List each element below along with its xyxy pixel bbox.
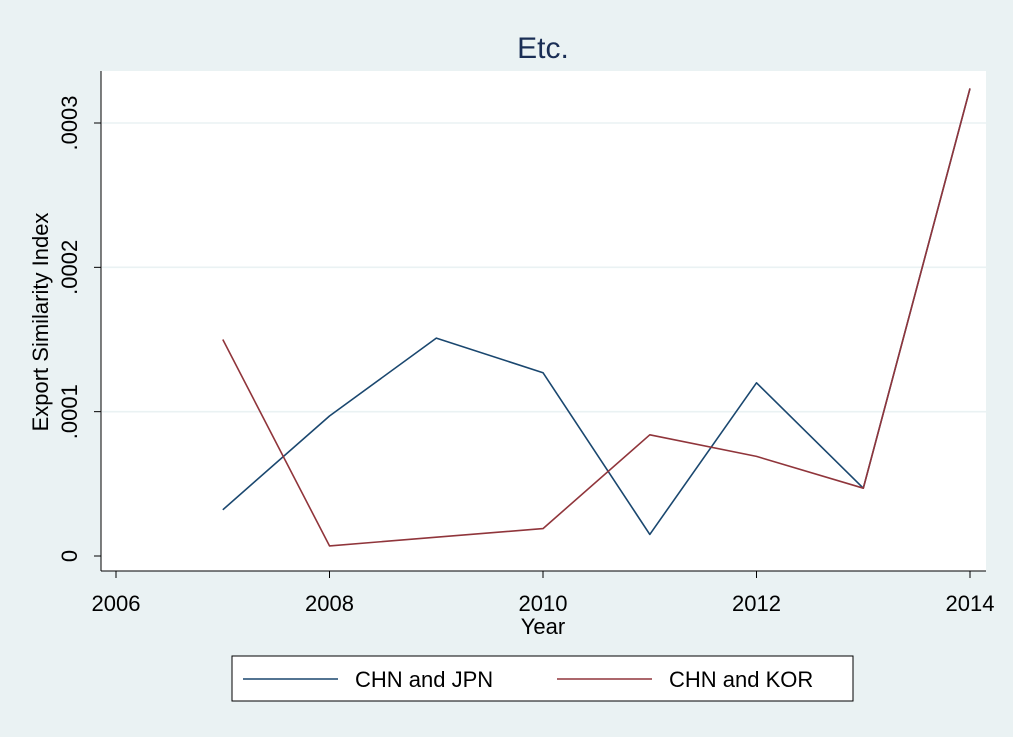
plot-area — [101, 71, 986, 571]
y-tick-label: 0 — [57, 550, 82, 562]
x-tick-label: 2014 — [946, 591, 995, 616]
x-tick-label: 2006 — [92, 591, 141, 616]
y-tick-label: .0003 — [57, 95, 82, 150]
legend-label-chn-kor: CHN and KOR — [669, 667, 813, 692]
axes: 0 .0001 .0002 .0003 2006 2008 2010 2012 2014 — [57, 71, 994, 616]
legend-label-chn-jpn: CHN and JPN — [355, 667, 493, 692]
series-line-chn-jpn — [222, 88, 971, 536]
y-tick-label: .0001 — [57, 384, 82, 439]
grid-lines — [102, 122, 986, 413]
x-tick-label: 2010 — [519, 591, 568, 616]
chart-title: Etc. — [517, 32, 569, 65]
x-tick-label: 2012 — [732, 591, 781, 616]
y-tick-label: .0002 — [57, 240, 82, 295]
series-lines — [222, 88, 971, 547]
x-axis-title: Year — [521, 614, 565, 639]
series-line-chn-kor — [222, 88, 971, 547]
legend: CHN and JPN CHN and KOR — [231, 655, 854, 702]
x-tick-label: 2008 — [305, 591, 354, 616]
y-axis-title: Export Similarity Index — [28, 213, 53, 432]
